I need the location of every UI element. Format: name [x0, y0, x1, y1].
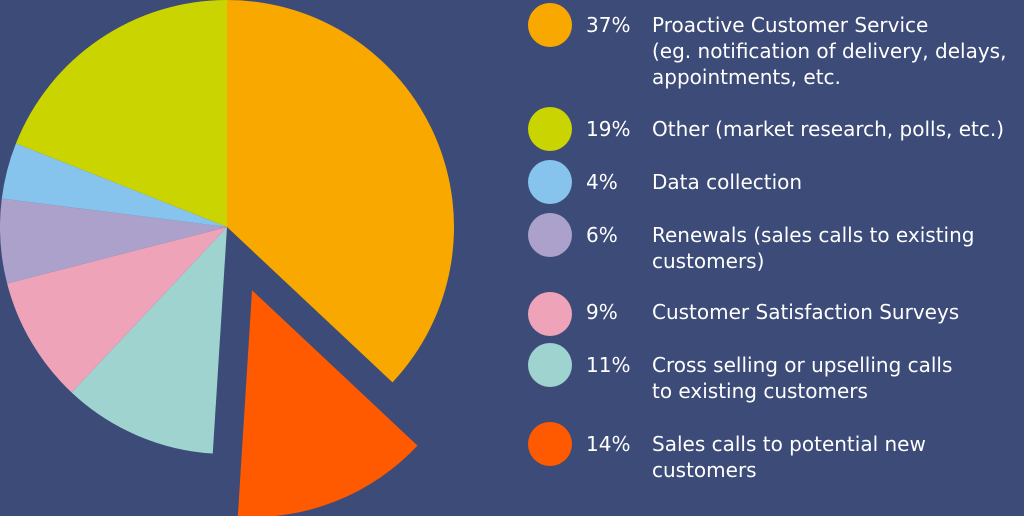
legend-label-data-collection: Data collection — [652, 170, 803, 194]
pie-slice-6-percent — [0, 198, 227, 284]
pie-slice-37-percent — [227, 0, 454, 383]
pie-slice-14-percent — [237, 290, 418, 516]
pie-slice-4-percent — [1, 143, 227, 227]
legend-label-cross-selling: Cross selling or upselling calls to exis… — [652, 353, 953, 403]
legend-swatch-proactive-customer-service — [528, 3, 572, 47]
legend-swatch-sales-calls-new-customers — [528, 422, 572, 466]
legend-percent-proactive-customer-service: 37% — [586, 13, 631, 37]
pie-slice-19-percent — [15, 0, 228, 227]
legend-percent-data-collection: 4% — [586, 170, 618, 194]
pie-slice-11-percent — [71, 227, 227, 454]
legend-label-sales-calls-new-customers: Sales calls to potential new customers — [652, 432, 926, 482]
legend: 37% Proactive Customer Service (eg. noti… — [528, 0, 1024, 516]
pie-slice-9-percent — [7, 227, 227, 393]
legend-label-customer-satisfaction-surveys: Customer Satisfaction Surveys — [652, 300, 960, 324]
legend-label-renewals: Renewals (sales calls to existing custom… — [652, 223, 975, 273]
legend-swatch-data-collection — [528, 160, 572, 204]
legend-swatch-customer-satisfaction-surveys — [528, 292, 572, 336]
legend-percent-cross-selling: 11% — [586, 353, 631, 377]
legend-percent-renewals: 6% — [586, 223, 618, 247]
legend-label-proactive-customer-service: Proactive Customer Service (eg. notifica… — [652, 13, 1007, 89]
legend-swatch-cross-selling — [528, 343, 572, 387]
legend-percent-other: 19% — [586, 117, 631, 141]
legend-label-other: Other (market research, polls, etc.) — [652, 117, 1005, 141]
legend-percent-customer-satisfaction-surveys: 9% — [586, 300, 618, 324]
legend-swatch-other — [528, 107, 572, 151]
legend-swatch-renewals — [528, 213, 572, 257]
pie-chart — [0, 0, 454, 516]
legend-percent-sales-calls-new-customers: 14% — [586, 432, 631, 456]
